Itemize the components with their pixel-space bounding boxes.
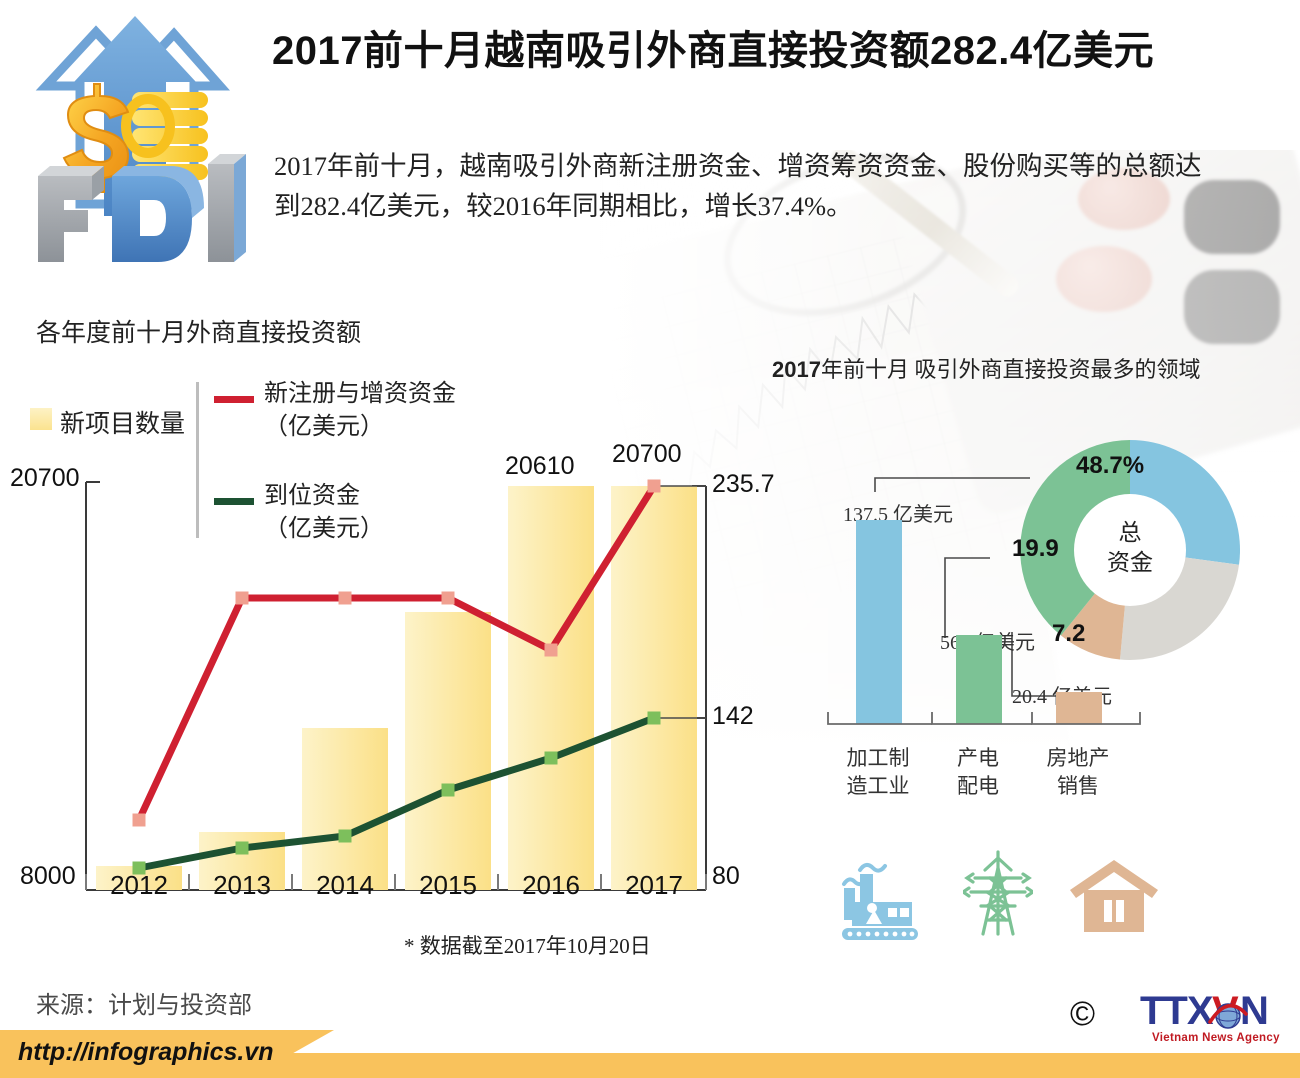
x-label-2015: 2015 (419, 870, 477, 900)
url-text[interactable]: http://infographics.vn (18, 1038, 274, 1066)
url-strip (288, 1053, 1300, 1078)
donut-chart (1020, 440, 1241, 660)
right-bar-power (956, 635, 1002, 724)
donut-label-realestate: 7.2 (1052, 620, 1086, 647)
legend-label-bars: 新项目数量 (60, 411, 186, 438)
right-cat-realestate: 房地产 销售 (1018, 744, 1138, 800)
left-chart-heading: 各年度前十月外商直接投资额 (36, 320, 362, 347)
legend-swatch-bars (30, 408, 52, 430)
chart-bars (96, 486, 697, 890)
power-tower-icon (963, 850, 1033, 936)
source-text: 来源：计划与投资部 (36, 993, 252, 1019)
legend-red-line2: （亿美元） (264, 414, 384, 440)
ttxvn-logo: TTX V N (1140, 988, 1290, 1048)
right-cat-manufacturing: 加工制 造工业 (818, 744, 938, 800)
line-series-disbursed-capital (135, 714, 658, 872)
right-bar-manufacturing (856, 520, 902, 724)
x-label-2013: 2013 (213, 870, 271, 900)
right-cat-realestate-line1: 房地产 (1046, 746, 1110, 770)
house-icon (1070, 860, 1158, 932)
right-axis-mid: 142 (712, 702, 754, 730)
line-series-registered-capital (135, 482, 658, 824)
left-combo-chart: 20700 8000 235.7 142 80 20610 20700 (0, 440, 775, 910)
legend-red-line1: 新注册与增资资金 (264, 381, 456, 407)
right-bar-realestate (1056, 692, 1102, 724)
right-cat-manufacturing-line1: 加工制 (846, 746, 910, 770)
x-label-2014: 2014 (316, 870, 374, 900)
donut-center-label: 总 资金 (1090, 518, 1170, 578)
x-label-2017: 2017 (625, 870, 683, 900)
right-bar-chart (827, 520, 1141, 725)
legend-green-line2: （亿美元） (264, 516, 384, 542)
right-heading-rest: 年前十月 吸引外商直接投资最多的领域 (820, 357, 1201, 382)
legend-divider (196, 382, 199, 538)
copyright-icon: © (1070, 995, 1096, 1033)
right-cat-power-line2: 配电 (957, 774, 999, 798)
donut-label-manufacturing: 48.7% (1076, 452, 1145, 479)
donut-center-line2: 资金 (1107, 550, 1153, 575)
donut-center-line1: 总 (1118, 520, 1142, 545)
legend-label-green-line: 到位资金 （亿美元） (264, 480, 384, 546)
svg-text:TTX: TTX (1140, 989, 1214, 1033)
fdi-logo (8, 4, 258, 266)
page-title: 2017前十月越南吸引外商直接投资额282.4亿美元 (272, 29, 1155, 73)
x-label-2016: 2016 (522, 870, 580, 900)
left-chart-svg (85, 479, 707, 891)
right-cat-manufacturing-line2: 造工业 (846, 774, 910, 798)
donut-label-power: 19.9 (1012, 535, 1059, 562)
right-heading-year: 2017 (772, 357, 821, 382)
chart-footnote: * 数据截至2017年10月20日 (404, 934, 651, 958)
right-cat-power-line1: 产电 (957, 746, 999, 770)
left-axis-max: 20700 (10, 464, 80, 492)
url-banner (0, 1030, 334, 1078)
bar-value-2016: 20610 (505, 452, 575, 480)
factory-icon (842, 863, 918, 940)
left-axis-min: 8000 (20, 862, 76, 890)
legend-label-red-line: 新注册与增资资金 （亿美元） (264, 378, 456, 444)
right-cat-realestate-line2: 销售 (1057, 774, 1099, 798)
right-axis-max: 235.7 (712, 470, 775, 498)
right-chart-heading: 2017年前十月 吸引外商直接投资最多的领域 (772, 352, 1200, 384)
agency-subtitle: Vietnam News Agency (1152, 1032, 1280, 1044)
page-subtitle: 2017年前十月，越南吸引外商新注册资金、增资筹资资金、股份购买等的总额达到28… (274, 151, 1202, 221)
legend-swatch-green-line (214, 498, 254, 505)
right-cat-power: 产电 配电 (918, 744, 1038, 800)
right-axis-min: 80 (712, 862, 740, 890)
legend-swatch-red-line (214, 396, 254, 403)
bar-value-2017: 20700 (612, 440, 682, 468)
legend-green-line1: 到位资金 (264, 483, 360, 509)
donut-slice-power (1020, 440, 1130, 636)
background-photo (600, 150, 1300, 850)
x-label-2012: 2012 (110, 870, 168, 900)
